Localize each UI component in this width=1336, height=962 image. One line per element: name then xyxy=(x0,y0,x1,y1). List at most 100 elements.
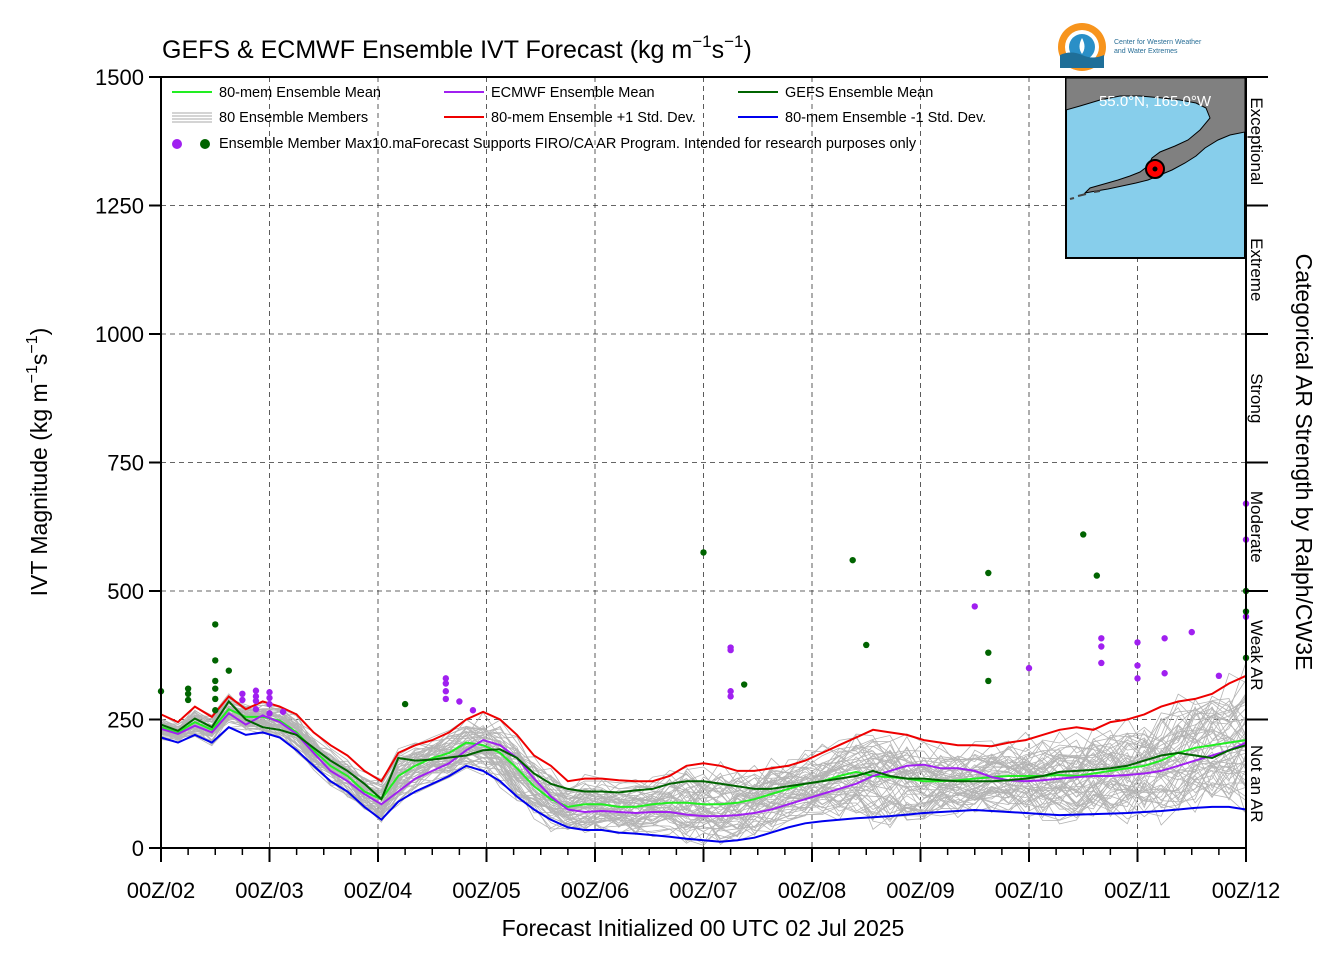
max-point-gefs-8 xyxy=(212,695,219,703)
series-line-3 xyxy=(160,674,1247,783)
max-point-ecmwf-7 xyxy=(266,694,273,702)
max-point-ecmwf-18 xyxy=(727,646,734,654)
y-axis-label-main: IVT Magnitude (kg m xyxy=(26,383,52,596)
ensemble-member-7 xyxy=(160,726,1247,846)
max-point-gefs-4 xyxy=(212,621,219,628)
max-point-gefs-16 xyxy=(985,569,992,577)
ensemble-member-54 xyxy=(160,698,1247,799)
max-point-gefs-9 xyxy=(212,707,219,714)
y-axis-label-exponent-2: −1 xyxy=(24,335,41,353)
legend-label-ensemble-mean: 80-mem Ensemble Mean xyxy=(219,85,381,101)
category-label-1: Weak AR xyxy=(1247,620,1266,691)
legend: 80-mem Ensemble Mean ECMWF Ensemble Mean… xyxy=(172,85,986,152)
legend-dot-gefs xyxy=(200,139,210,149)
max-point-ecmwf-3 xyxy=(252,693,260,700)
legend-label-ecmwf-mean: ECMWF Ensemble Mean xyxy=(491,85,655,101)
max-point-ecmwf-30 xyxy=(1161,670,1168,677)
max-point-gefs-19 xyxy=(1080,531,1087,538)
ensemble-member-16 xyxy=(160,699,1247,804)
max-point-ecmwf-21 xyxy=(971,603,978,610)
max-point-ecmwf-24 xyxy=(1098,643,1105,650)
max-point-ecmwf-22 xyxy=(1025,664,1033,672)
chart-title-exponent-1: −1 xyxy=(692,32,711,51)
max-point-gefs-3 xyxy=(184,696,192,704)
category-label-2: Moderate xyxy=(1247,491,1266,563)
max-point-gefs-7 xyxy=(212,685,219,692)
max-point-ecmwf-5 xyxy=(252,706,260,713)
max-point-ecmwf-20 xyxy=(727,693,734,700)
x-tick-label-10: 00Z/12 xyxy=(1212,878,1281,903)
max-point-ecmwf-16 xyxy=(469,707,477,714)
x-tick-label-4: 00Z/06 xyxy=(561,878,630,903)
max-point-ecmwf-26 xyxy=(1134,639,1141,646)
series-line-4 xyxy=(160,726,1247,843)
logo-text-line1: Center for Western Weather xyxy=(1114,39,1202,46)
cw3e-logo: Center for Western Weather and Water Ext… xyxy=(1058,23,1202,71)
max-point-ecmwf-1 xyxy=(239,696,246,704)
ensemble-member-25 xyxy=(160,700,1247,809)
ensemble-member-14 xyxy=(160,662,1247,797)
max-point-ecmwf-15 xyxy=(456,698,463,705)
y-axis-label-s: s xyxy=(26,354,52,366)
max-point-gefs-20 xyxy=(1093,572,1101,579)
max-point-gefs-17 xyxy=(985,649,992,656)
max-point-gefs-5 xyxy=(212,657,219,664)
y-tick-label-0: 0 xyxy=(132,836,144,861)
max-point-gefs-10 xyxy=(225,667,233,674)
y-tick-label-250: 250 xyxy=(107,708,144,733)
inset-map: 55.0°N, 165.0°W xyxy=(1065,77,1246,259)
max-point-ecmwf-9 xyxy=(266,710,273,717)
x-tick-label-6: 00Z/08 xyxy=(778,878,847,903)
y-tick-label-1250: 1250 xyxy=(95,194,144,219)
x-tick-label-9: 00Z/11 xyxy=(1104,878,1171,903)
max-point-ecmwf-0 xyxy=(239,690,246,697)
series-line-0 xyxy=(160,707,1247,808)
max-point-ecmwf-10 xyxy=(279,708,287,715)
legend-dot-ecmwf xyxy=(172,139,182,149)
max-point-ecmwf-19 xyxy=(727,688,734,695)
legend-label-members: 80 Ensemble Members xyxy=(219,110,368,126)
legend-label-plus-std: 80-mem Ensemble +1 Std. Dev. xyxy=(491,110,696,126)
max-point-gefs-18 xyxy=(985,677,992,685)
x-tick-label-7: 00Z/09 xyxy=(886,878,955,903)
axis-ticks: 0 250 500 750 1000 1250 1500 00Z/02 00Z/03 00Z/04… xyxy=(95,65,1280,903)
logo-text-line2: and Water Extremes xyxy=(1114,48,1178,55)
max-point-ecmwf-28 xyxy=(1134,675,1141,682)
x-tick-label-0: 00Z/02 xyxy=(127,878,196,903)
series-line-1 xyxy=(160,711,1247,818)
max-point-gefs-15 xyxy=(863,641,870,649)
series-lines xyxy=(160,674,1247,843)
max-point-ecmwf-4 xyxy=(252,697,260,705)
inset-map-location-center xyxy=(1152,166,1158,172)
max-point-gefs-2 xyxy=(184,690,192,697)
x-tick-label-5: 00Z/07 xyxy=(669,878,738,903)
inset-map-location-label: 55.0°N, 165.0°W xyxy=(1099,93,1212,110)
x-tick-label-3: 00Z/05 xyxy=(452,878,521,903)
ensemble-member-26 xyxy=(160,717,1247,844)
logo-drop-glyph xyxy=(1079,38,1085,54)
logo-wave-icon xyxy=(1060,52,1104,68)
max-point-ecmwf-6 xyxy=(266,689,273,696)
y-tick-label-1000: 1000 xyxy=(95,322,144,347)
max-point-ecmwf-32 xyxy=(1215,672,1223,680)
chart-title-close: ) xyxy=(743,36,751,64)
max-point-ecmwf-14 xyxy=(442,695,450,703)
y-tick-label-750: 750 xyxy=(107,451,144,476)
ensemble-member-56 xyxy=(160,717,1247,840)
category-label-5: Exceptional xyxy=(1247,97,1266,185)
series-line-2 xyxy=(160,699,1247,801)
chart-title: GEFS & ECMWF Ensemble IVT Forecast (kg m… xyxy=(162,32,752,64)
x-tick-label-2: 00Z/04 xyxy=(344,878,413,903)
max-point-ecmwf-31 xyxy=(1188,628,1195,636)
ensemble-member-53 xyxy=(160,705,1247,812)
x-tick-label-1: 00Z/03 xyxy=(235,878,304,903)
right-axis-label: Categorical AR Strength by Ralph/CW3E xyxy=(1291,254,1317,671)
max-point-ecmwf-27 xyxy=(1134,662,1141,669)
category-label-0: Not an AR xyxy=(1247,745,1266,823)
max-point-ecmwf-13 xyxy=(442,688,450,695)
max-point-gefs-6 xyxy=(212,677,219,685)
legend-swatch-members xyxy=(172,112,212,123)
max-point-ecmwf-12 xyxy=(442,680,450,687)
y-axis-label-close: ) xyxy=(26,328,52,336)
